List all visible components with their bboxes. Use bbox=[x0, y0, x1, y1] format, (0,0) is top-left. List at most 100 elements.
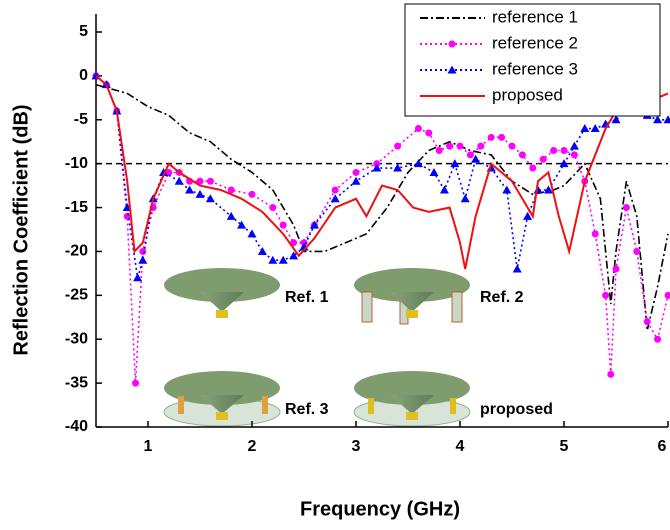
data-point bbox=[664, 291, 670, 299]
y-tick-label: -25 bbox=[65, 287, 88, 304]
x-axis-label: Frequency (GHz) bbox=[300, 498, 460, 520]
series-line bbox=[95, 75, 668, 279]
data-point bbox=[612, 265, 620, 273]
data-point bbox=[512, 264, 522, 273]
legend-marker bbox=[447, 65, 457, 74]
data-point bbox=[611, 115, 621, 124]
x-tick-label: 2 bbox=[248, 438, 257, 455]
data-point bbox=[550, 147, 558, 154]
y-tick-label: -35 bbox=[65, 374, 88, 391]
annotation: Ref. 1 bbox=[285, 289, 329, 306]
data-point bbox=[446, 142, 454, 150]
data-point bbox=[518, 151, 526, 159]
data-point bbox=[569, 141, 579, 150]
data-point bbox=[351, 176, 361, 185]
data-point bbox=[523, 211, 533, 220]
x-tick-label: 6 bbox=[658, 438, 667, 455]
data-point bbox=[570, 151, 578, 159]
data-point bbox=[460, 194, 470, 203]
data-point bbox=[394, 142, 402, 150]
legend: reference 1 reference 2 reference 3 propose… bbox=[404, 3, 661, 117]
data-point bbox=[425, 129, 433, 137]
data-point bbox=[502, 185, 512, 194]
y-tick-label: -40 bbox=[65, 418, 88, 435]
data-point bbox=[196, 177, 204, 185]
data-point bbox=[487, 133, 495, 141]
data-point bbox=[653, 115, 663, 124]
data-point bbox=[429, 167, 439, 176]
data-point bbox=[352, 168, 360, 176]
data-point bbox=[309, 220, 319, 229]
data-point bbox=[206, 177, 214, 185]
data-point bbox=[269, 204, 277, 212]
series-line bbox=[95, 75, 669, 270]
legend-label: proposed bbox=[492, 85, 563, 104]
data-point bbox=[560, 147, 568, 154]
data-point bbox=[654, 335, 662, 343]
antenna-ref2 bbox=[354, 268, 470, 325]
legend-box bbox=[404, 3, 661, 117]
data-point bbox=[413, 159, 423, 168]
data-point bbox=[435, 147, 443, 154]
y-tick-label: -5 bbox=[74, 111, 88, 128]
data-point bbox=[602, 291, 610, 299]
x-tick-label: 5 bbox=[560, 438, 569, 455]
y-tick-label: 0 bbox=[79, 67, 88, 84]
x-tick-label: 1 bbox=[144, 438, 153, 455]
data-point bbox=[330, 194, 340, 203]
data-point bbox=[456, 142, 464, 150]
data-point bbox=[439, 185, 449, 194]
data-point bbox=[185, 185, 195, 194]
data-point bbox=[414, 125, 422, 133]
data-point bbox=[248, 190, 256, 198]
data-point bbox=[174, 176, 184, 185]
data-point bbox=[622, 204, 630, 212]
data-point bbox=[195, 189, 205, 198]
data-point bbox=[591, 230, 599, 238]
data-point bbox=[237, 220, 247, 229]
data-point bbox=[643, 318, 651, 326]
data-point bbox=[133, 273, 143, 282]
data-point bbox=[268, 255, 278, 264]
data-point bbox=[477, 142, 485, 150]
series-line bbox=[95, 75, 669, 384]
antenna-ref3 bbox=[163, 371, 281, 427]
legend-marker bbox=[448, 40, 456, 48]
data-point bbox=[372, 163, 382, 172]
data-point bbox=[331, 186, 339, 194]
series-line bbox=[95, 83, 669, 331]
data-point bbox=[607, 370, 615, 378]
antenna-ref1 bbox=[164, 268, 280, 318]
data-point bbox=[139, 247, 147, 255]
x-tick-label: 4 bbox=[456, 438, 465, 455]
data-point bbox=[205, 194, 215, 203]
data-point bbox=[450, 159, 460, 168]
legend-label: reference 2 bbox=[492, 33, 578, 52]
data-point bbox=[529, 164, 537, 172]
data-point bbox=[159, 167, 169, 176]
data-point bbox=[508, 142, 516, 150]
data-point bbox=[226, 211, 236, 220]
data-point bbox=[227, 186, 235, 194]
data-point bbox=[466, 151, 474, 159]
data-point bbox=[471, 154, 481, 163]
y-tick-label: -30 bbox=[65, 330, 88, 347]
data-point bbox=[393, 163, 403, 172]
y-tick-label: -10 bbox=[65, 155, 88, 172]
annotation: proposed bbox=[480, 401, 553, 418]
annotation: Ref. 3 bbox=[285, 401, 329, 418]
data-point bbox=[580, 124, 590, 133]
data-point bbox=[590, 124, 600, 133]
inset-antennas bbox=[163, 268, 471, 427]
data-point bbox=[278, 255, 288, 264]
data-point bbox=[138, 255, 148, 264]
data-point bbox=[663, 115, 670, 124]
data-point bbox=[498, 133, 506, 141]
data-point bbox=[247, 229, 257, 238]
data-point bbox=[289, 251, 299, 260]
annotation: Ref. 2 bbox=[480, 289, 524, 306]
data-point bbox=[559, 159, 569, 168]
y-tick-label: -20 bbox=[65, 243, 88, 260]
data-point bbox=[132, 379, 140, 387]
